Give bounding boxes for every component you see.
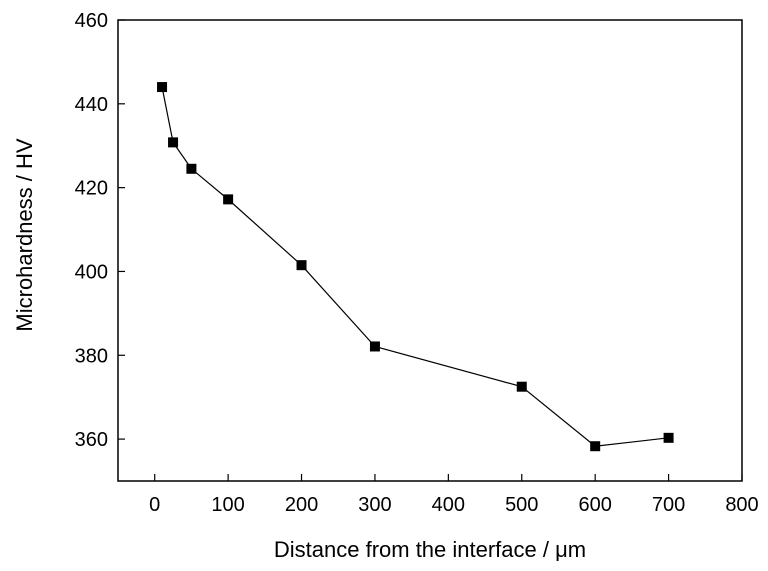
x-axis-label: Distance from the interface / μm <box>274 537 586 562</box>
x-tick-label: 400 <box>432 494 465 516</box>
x-tick-label: 0 <box>149 494 160 516</box>
data-point <box>369 341 380 352</box>
y-tick-label: 420 <box>75 178 108 200</box>
data-point <box>516 381 527 392</box>
data-point <box>223 194 234 205</box>
series-line <box>161 86 669 447</box>
y-axis: 360 380 400 420 440 460 <box>75 10 125 451</box>
data-point <box>590 441 601 452</box>
x-tick-label: 600 <box>578 494 611 516</box>
y-tick-label: 360 <box>75 429 108 451</box>
data-point <box>296 260 307 271</box>
y-tick-label: 440 <box>75 94 108 116</box>
x-axis: 0 100 200 300 400 500 600 700 800 <box>149 474 759 516</box>
x-tick-label: 200 <box>285 494 318 516</box>
y-tick-label: 400 <box>75 261 108 283</box>
series-layer <box>157 82 674 452</box>
data-point <box>663 432 674 443</box>
y-tick-label: 380 <box>75 345 108 367</box>
data-point <box>186 163 197 174</box>
x-tick-label: 800 <box>725 494 758 516</box>
y-tick-label: 460 <box>75 10 108 32</box>
x-tick-label: 700 <box>652 494 685 516</box>
x-tick-label: 500 <box>505 494 538 516</box>
x-tick-label: 300 <box>358 494 391 516</box>
data-point <box>168 137 179 148</box>
plot-area-frame <box>117 19 743 482</box>
y-axis-label: Microhardness / HV <box>12 138 37 332</box>
data-point <box>157 82 168 93</box>
x-tick-label: 100 <box>211 494 244 516</box>
